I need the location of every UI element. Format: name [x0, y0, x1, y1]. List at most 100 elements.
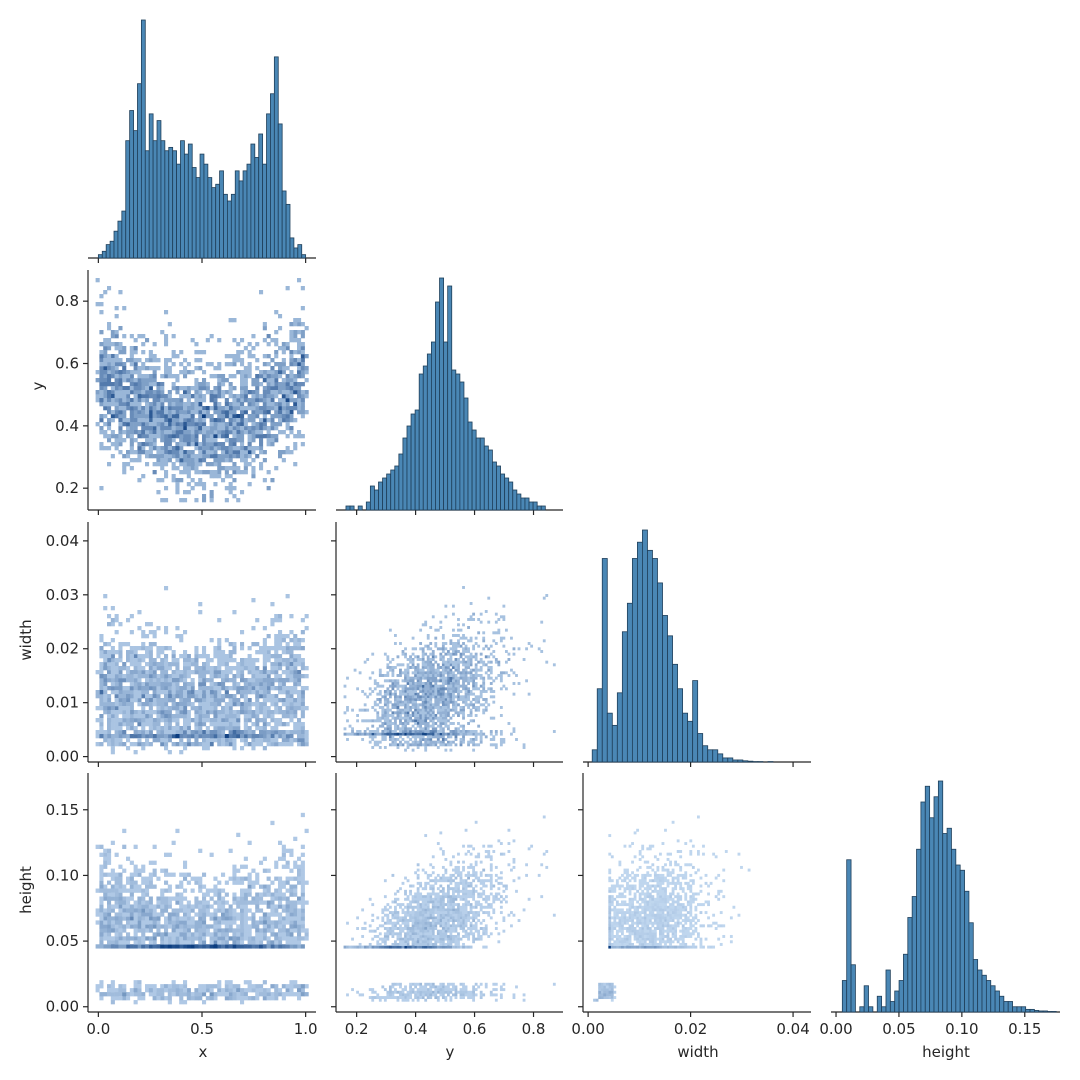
hist2d-cell	[118, 694, 123, 699]
hist-bar	[156, 120, 162, 259]
hist2d-cell	[171, 706, 176, 711]
hist2d-cell	[107, 650, 112, 655]
hist2d-cell	[289, 662, 294, 667]
hist2d-cell	[278, 912, 283, 917]
hist2d-cell	[114, 694, 119, 699]
hist2d-cell	[371, 730, 375, 733]
hist2d-cell	[198, 742, 203, 747]
hist2d-cell	[167, 374, 172, 379]
hist2d-cell	[371, 738, 375, 741]
hist2d-cell	[262, 920, 267, 925]
hist2d-cell	[255, 722, 260, 727]
hist2d-cell	[202, 434, 207, 439]
hist2d-cell	[356, 687, 359, 691]
hist2d-cell	[171, 450, 176, 455]
hist2d-cell	[406, 714, 410, 717]
hist2d-cell	[213, 646, 218, 651]
hist2d-cell	[262, 936, 267, 941]
hist2d-cell	[103, 864, 108, 869]
hist-bar	[977, 969, 983, 1013]
hist2d-cell	[378, 732, 382, 736]
hist2d-cell	[251, 406, 256, 411]
hist2d-cell	[424, 663, 428, 667]
hist2d-cell	[129, 936, 134, 941]
hist2d-cell	[416, 663, 420, 667]
hist2d-cell	[194, 726, 199, 731]
hist2d-cell	[217, 462, 222, 467]
hist2d-cell	[198, 944, 203, 949]
hist2d-cell	[133, 386, 138, 391]
hist2d-cell	[297, 322, 302, 327]
hist2d-cell	[160, 710, 165, 715]
hist2d-cell	[190, 734, 195, 739]
hist2d-cell	[404, 730, 407, 733]
hist2d-cell	[152, 944, 157, 949]
hist2d-cell	[99, 294, 104, 299]
hist2d-cell	[217, 638, 222, 643]
hist2d-cell	[129, 386, 134, 391]
hist2d-cell	[285, 414, 290, 419]
hist2d-cell	[126, 454, 131, 459]
hist2d-cell	[107, 920, 112, 925]
hist2d-cell	[300, 690, 305, 695]
hist-bar	[113, 230, 119, 259]
hist2d-cell	[228, 936, 233, 941]
hist2d-cell	[129, 426, 134, 431]
hist2d-cell	[205, 694, 210, 699]
hist2d-cell	[198, 442, 203, 447]
hist2d-cell	[202, 706, 207, 711]
hist2d-cell	[270, 418, 275, 423]
hist2d-cell	[401, 700, 405, 704]
hist2d-cell	[243, 470, 248, 475]
hist2d-cell	[426, 711, 430, 715]
hist2d-cell	[228, 686, 233, 691]
hist2d-cell	[221, 658, 226, 663]
hist2d-cell	[213, 458, 218, 463]
hist2d-cell	[270, 358, 275, 363]
hist2d-cell	[266, 912, 271, 917]
hist2d-cell	[482, 676, 486, 680]
hist2d-cell	[164, 338, 169, 343]
hist2d-cell	[404, 732, 407, 736]
hist2d-cell	[289, 714, 294, 719]
hist2d-cell	[198, 426, 203, 431]
hist2d-cell	[186, 730, 191, 735]
hist2d-cell	[175, 426, 180, 431]
hist2d-cell	[278, 992, 283, 997]
hist2d-cell	[262, 682, 267, 687]
hist2d-cell	[156, 418, 161, 423]
hist2d-cell	[145, 904, 150, 909]
hist2d-cell	[247, 462, 252, 467]
hist2d-cell	[297, 670, 302, 675]
hist2d-cell	[179, 478, 184, 483]
hist2d-cell	[439, 652, 443, 656]
hist2d-cell	[164, 682, 169, 687]
hist2d-cell	[213, 434, 218, 439]
hist2d-cell	[452, 604, 455, 608]
hist2d-cell	[266, 418, 271, 423]
hist2d-cell	[251, 474, 256, 479]
hist2d-cell	[278, 988, 283, 993]
hist2d-cell	[183, 358, 188, 363]
hist2d-cell	[167, 920, 172, 925]
hist2d-cell	[107, 406, 112, 411]
hist2d-cell	[202, 482, 207, 487]
hist2d-cell	[449, 663, 453, 667]
hist2d-cell	[118, 442, 123, 447]
hist2d-cell	[141, 410, 146, 415]
hist2d-cell	[129, 892, 134, 897]
hist2d-cell	[103, 362, 108, 367]
hist2d-cell	[160, 374, 165, 379]
hist2d-cell	[300, 442, 305, 447]
hist2d-cell	[464, 674, 468, 677]
hist2d-cell	[497, 631, 501, 635]
hist2d-cell	[114, 382, 119, 387]
hist2d-cell	[205, 446, 210, 451]
hist-bar	[642, 529, 648, 763]
hist2d-cell	[164, 900, 169, 905]
hist2d-cell	[289, 730, 294, 735]
hist2d-cell	[186, 872, 191, 877]
hist2d-cell	[167, 450, 172, 455]
hist2d-cell	[449, 732, 453, 736]
hist2d-cell	[133, 714, 138, 719]
